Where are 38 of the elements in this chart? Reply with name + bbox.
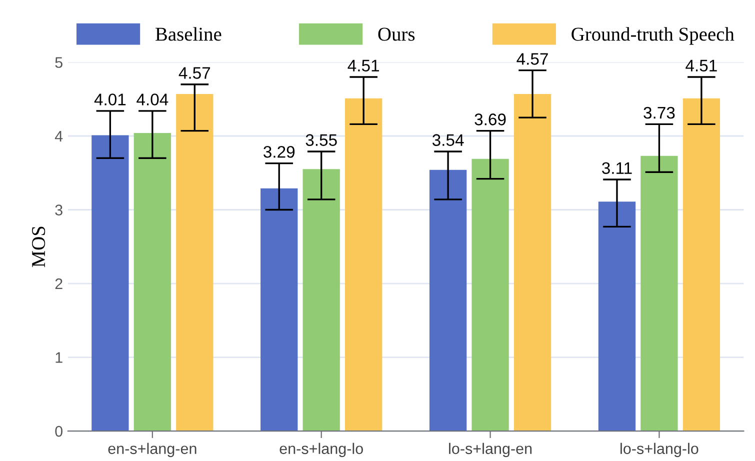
x-tick-label: lo-s+lang-lo [620, 442, 698, 458]
y-axis-title: MOS [32, 226, 46, 268]
bar [598, 202, 636, 432]
data-label: 4.57 [516, 53, 548, 65]
bar [176, 94, 214, 432]
data-label: 3.54 [432, 134, 464, 146]
bar [92, 135, 129, 432]
data-label: 3.11 [602, 162, 632, 174]
y-tick-label: 0 [55, 426, 62, 437]
data-label: 3.69 [474, 114, 506, 126]
legend-label: Ours [378, 28, 415, 41]
data-label: 3.55 [306, 134, 337, 146]
bar [472, 158, 509, 432]
bar [429, 170, 467, 432]
bar [640, 156, 678, 432]
legend-label: Ground-truth Speech [572, 27, 734, 45]
bar [514, 94, 552, 432]
bar [134, 133, 171, 432]
data-label: 4.57 [178, 67, 210, 79]
x-tick-label: en-s+lang-lo [280, 442, 363, 458]
data-label: 3.29 [264, 146, 295, 158]
y-tick-label: 4 [54, 131, 63, 142]
y-tick-label: 2 [55, 278, 62, 290]
data-label: 3.73 [644, 106, 675, 119]
data-label: 4.51 [686, 60, 717, 72]
y-tick-label: 5 [55, 57, 62, 68]
bar [302, 169, 340, 432]
bar [344, 98, 382, 432]
x-tick-label: en-s+lang-en [108, 442, 196, 458]
y-tick-label: 1 [56, 352, 62, 363]
bar [682, 98, 720, 432]
data-label: 4.51 [348, 60, 379, 72]
bar [260, 188, 298, 432]
data-label: 4.04 [136, 94, 168, 106]
data-label: 4.01 [94, 94, 126, 106]
y-tick-label: 3 [55, 204, 62, 216]
legend-label: Baseline [156, 27, 222, 41]
x-tick-label: lo-s+lang-en [449, 442, 532, 458]
